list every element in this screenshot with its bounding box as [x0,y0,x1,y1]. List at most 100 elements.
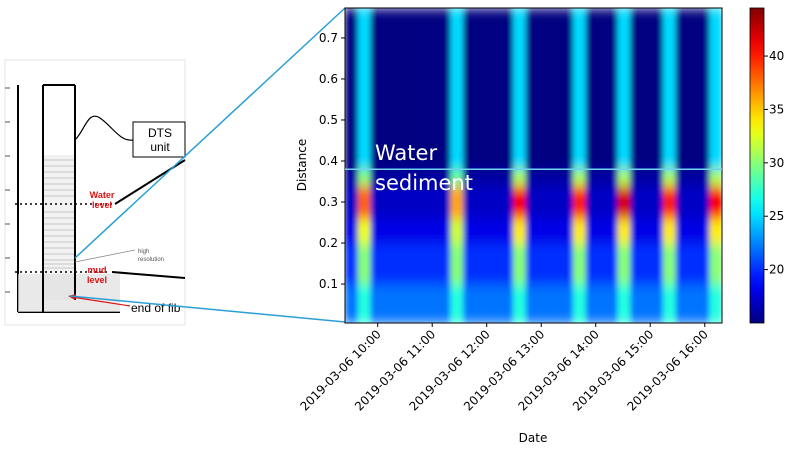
end-of-fiber-label: end of fib [131,301,181,315]
water-level-label: level [92,200,112,210]
heat-cell [525,169,574,187]
sediment [18,274,120,312]
zoom-line [69,295,346,323]
heat-cell [357,185,371,219]
heat-cell [662,243,677,285]
heat-cell [513,185,527,219]
heat-cell [357,218,371,244]
heat-cell [345,284,359,323]
water-level-label: Water [90,190,115,200]
heat-cell [617,243,631,285]
dts-label: DTS [148,126,172,140]
y-tick-label: 0.7 [319,31,338,45]
heat-cell [463,218,514,244]
heat-cell [463,185,514,219]
heat-cell [525,185,574,219]
heat-cell [709,218,722,244]
heat-cell [709,8,722,80]
colorbar [749,7,765,324]
leader [111,271,186,279]
heat-cell [585,119,619,170]
heat-cell [709,78,722,121]
heat-cell [357,78,371,121]
heat-cell [617,119,631,170]
heat-cell [675,78,710,121]
heat-cell [450,169,464,187]
colorbar-tick-label: 25 [769,209,784,223]
arrow-head [68,294,76,300]
heat-cell [573,119,587,170]
scale-ticks [5,87,10,293]
heat-cell [345,119,359,170]
y-tick-label: 0.6 [319,72,338,86]
heat-cell [345,243,359,285]
heat-cell [573,78,587,121]
hatching [43,159,75,269]
heat-cell [617,78,631,121]
heat-cell [525,119,574,170]
heat-cell [662,284,677,323]
x-axis-label: Date [519,431,548,445]
heat-cell [617,185,631,219]
heat-cell [513,169,527,187]
heat-cell [573,218,587,244]
high-res-label: high [138,249,149,255]
heat-cell [585,284,619,323]
heat-cell [573,284,587,323]
heat-cell [463,119,514,170]
plot-frame [344,7,723,324]
heat-cell [345,218,359,244]
y-tick-label: 0.2 [319,236,338,250]
arrow [71,296,131,307]
heat-cell [617,218,631,244]
heat-cell [357,243,371,285]
heat-cell [345,185,359,219]
heat-cell [573,243,587,285]
annotation: Water [375,141,437,165]
heat-cell [662,185,677,219]
heat-cell [630,119,664,170]
colorbar-tick-label: 40 [769,49,784,63]
annotation: sediment [375,171,473,195]
heat-cell [585,218,619,244]
heat-cell [709,284,722,323]
heat-cell [370,218,451,244]
heat-cell [585,169,619,187]
heat-cell [662,119,677,170]
heat-cell [709,185,722,219]
heat-cell [370,185,451,219]
heat-cell [513,243,527,285]
heat-cell [662,169,677,187]
heat-cell [675,8,710,80]
y-tick-label: 0.1 [319,277,338,291]
heat-cell [370,169,451,187]
heat-cell [450,185,464,219]
heat-cell [709,169,722,187]
pointer [74,249,136,263]
heat-cell [370,78,451,121]
heat-cell [630,218,664,244]
heat-cell [513,78,527,121]
heat-cell [513,284,527,323]
heat-cell [450,78,464,121]
heat-cell [617,169,631,187]
y-axis-label: Distance [295,139,309,191]
heat-cell [450,218,464,244]
heat-cell [585,185,619,219]
heat-cell [357,119,371,170]
heat-cell [573,169,587,187]
heat-cell [525,284,574,323]
dts-label: unit [150,140,170,154]
heat-cell [573,8,587,80]
heat-cell [630,243,664,285]
heat-cell [630,78,664,121]
heat-cell [525,218,574,244]
heat-cell [585,243,619,285]
dts-box [132,121,186,158]
heat-cell [675,218,710,244]
heat-cell [450,119,464,170]
heat-cell [662,8,677,80]
heat-cell [463,78,514,121]
heat-cell [525,243,574,285]
heat-cell [345,78,359,121]
